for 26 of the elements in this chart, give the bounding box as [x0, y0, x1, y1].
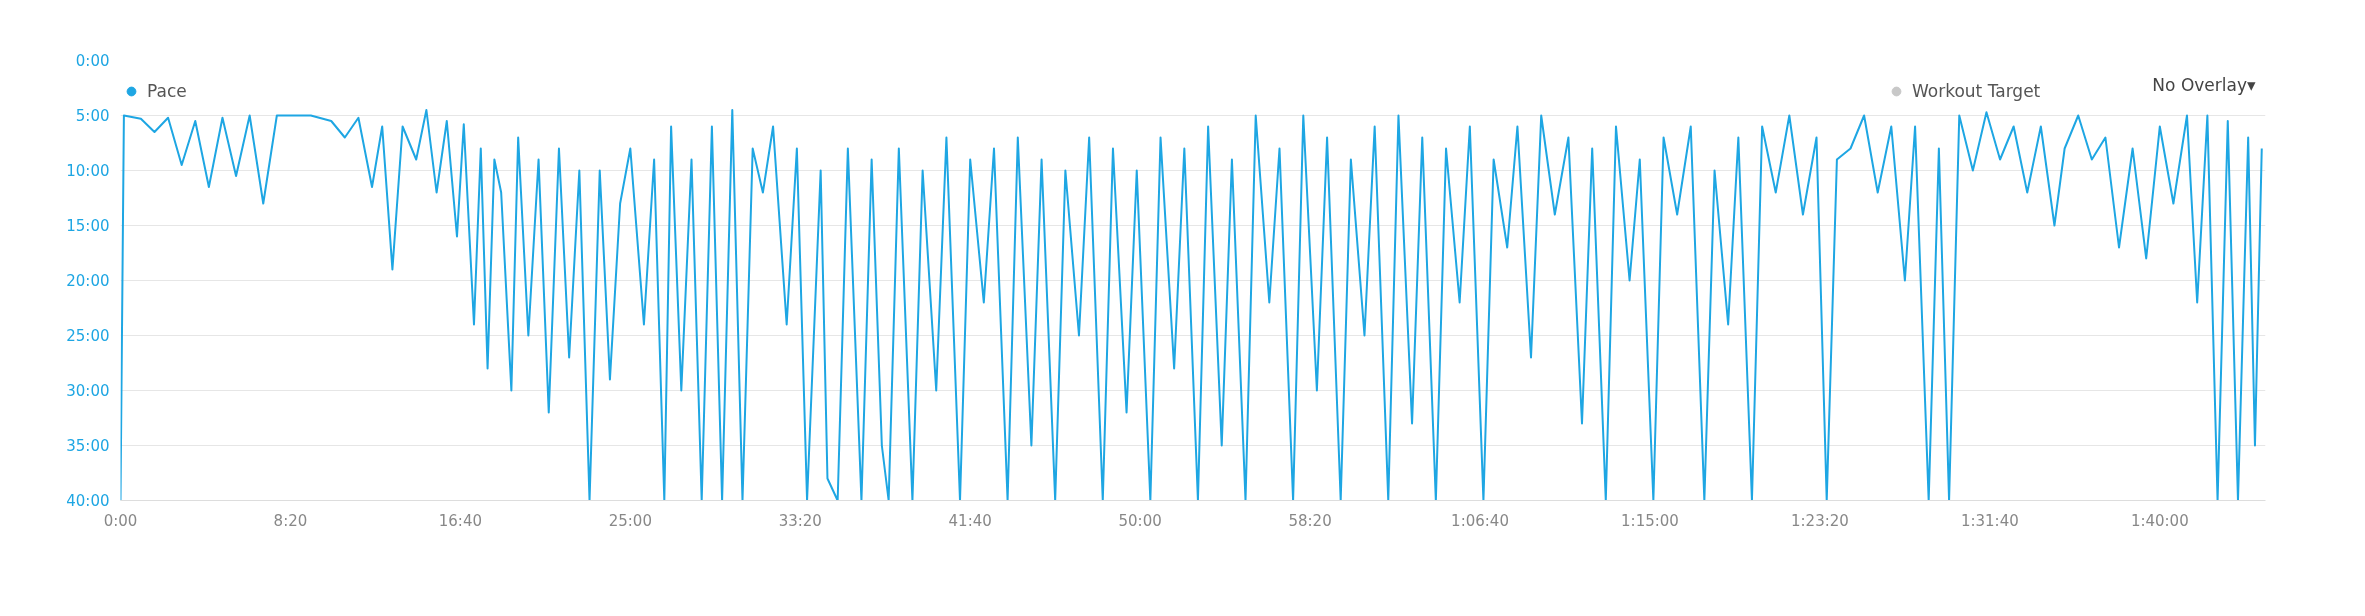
x-tick-label: 50:00: [1118, 511, 1162, 530]
x-tick-label: 8:20: [273, 511, 308, 530]
y-tick-label: 30:00: [66, 381, 110, 400]
legend-label: Pace: [147, 81, 187, 101]
y-tick-label: 10:00: [66, 161, 110, 180]
x-tick-label: 0:00: [103, 511, 138, 530]
x-tick-label: 58:20: [1288, 511, 1332, 530]
x-tick-label: 1:23:20: [1791, 511, 1849, 530]
x-tick-label: 33:20: [778, 511, 822, 530]
x-tick-label: 25:00: [608, 511, 652, 530]
y-tick-label: 25:00: [66, 326, 110, 345]
line-series: [120, 109, 2263, 501]
x-tick-label: 1:31:40: [1960, 511, 2019, 530]
x-tick-label: 1:15:00: [1621, 511, 1679, 530]
y-tick-label: 0:00: [75, 51, 110, 70]
y-tick-label: 40:00: [66, 491, 110, 510]
y-tick-label: 35:00: [66, 436, 110, 455]
annotation: No Overlay▾: [2152, 74, 2256, 95]
y-tick-label: 15:00: [66, 216, 110, 235]
y-tick-label: 20:00: [66, 271, 110, 290]
x-tick-label: 16:40: [438, 511, 482, 530]
x-tick-label: 41:40: [948, 511, 992, 530]
x-tick-label: 1:06:40: [1451, 511, 1509, 530]
x-tick-label: 1:40:00: [2130, 511, 2189, 530]
legend-label: Workout Target: [1912, 81, 2041, 101]
y-tick-label: 5:00: [75, 106, 110, 125]
